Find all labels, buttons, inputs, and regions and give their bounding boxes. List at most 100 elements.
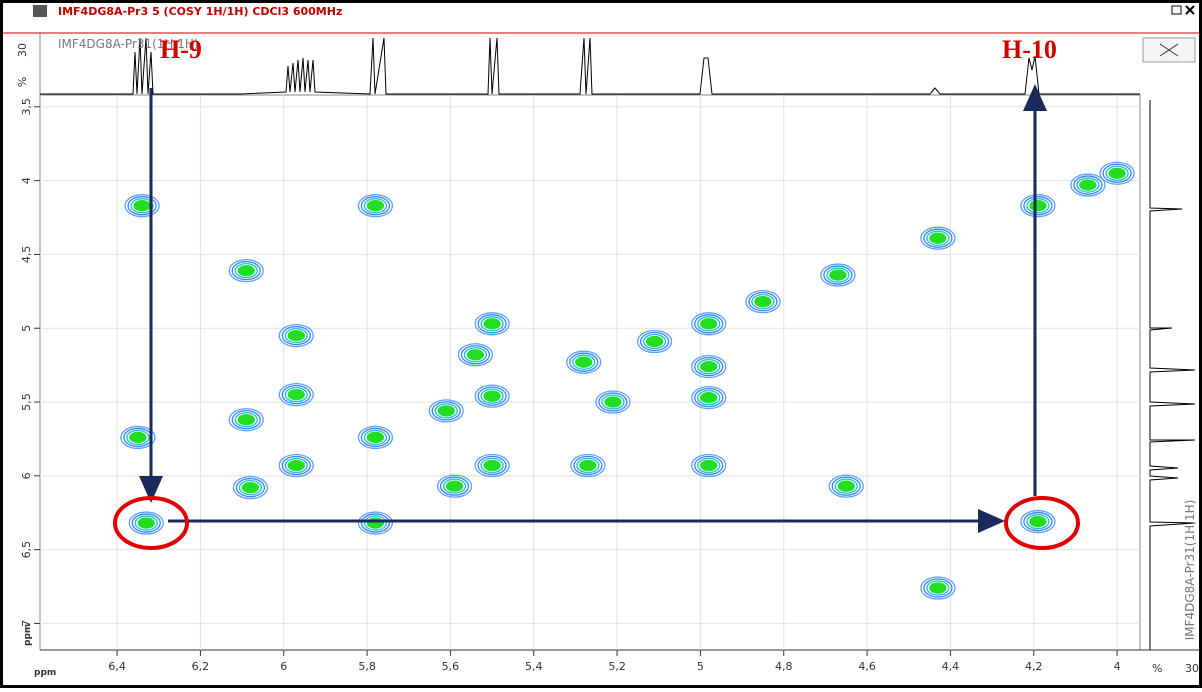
contour [826, 267, 850, 283]
right-1d-spectrum [1149, 100, 1196, 650]
y-tick-label: 6 [20, 472, 33, 479]
contour [234, 412, 258, 428]
contour [700, 459, 718, 472]
cross-peak [357, 194, 394, 218]
contour [697, 389, 721, 406]
cross-peak [278, 323, 314, 348]
y-tick-label: 4 [20, 177, 33, 184]
cross-peak [228, 259, 264, 283]
contour [360, 196, 391, 216]
contour [929, 232, 947, 244]
plot-area: 6,4 6,2 6 5,8 5,6 5,4 5,2 5 4,8 4,6 4,4 4,2 4 3,5 4 4,5… [20, 95, 1140, 673]
contour [284, 457, 308, 474]
contour [1073, 175, 1103, 195]
contour [691, 385, 727, 410]
y-axis-label: ppm [23, 624, 33, 646]
contour [694, 387, 724, 408]
x-tick-label: 6 [280, 660, 287, 673]
contour [287, 388, 305, 401]
cross-peak [474, 384, 510, 408]
contour [231, 410, 261, 430]
contour [232, 475, 269, 500]
contour [1020, 509, 1056, 534]
contour [694, 314, 724, 334]
x-tick-label: 4,4 [942, 660, 960, 673]
y-tick-label: 4,5 [20, 246, 33, 264]
contour [1023, 196, 1053, 216]
contour [1026, 198, 1050, 214]
right-trace-label: IMF4DG8A-Pr31(1H,1H) [1183, 500, 1197, 641]
contour [1102, 163, 1132, 183]
contour [700, 318, 718, 330]
contour [357, 511, 394, 535]
contour [477, 386, 507, 406]
contour [474, 312, 510, 336]
contour [460, 345, 491, 365]
contour [694, 356, 724, 377]
contour [231, 261, 261, 281]
x-tick-label: 5,8 [358, 660, 376, 673]
contour [837, 480, 855, 492]
contour [128, 511, 164, 535]
contour [569, 352, 599, 372]
right-scale-label: 30 [1185, 662, 1199, 675]
contour [636, 329, 673, 354]
cross-peak [691, 354, 727, 379]
y-tick-label: 3,5 [20, 98, 33, 116]
contour [823, 265, 853, 285]
contour [829, 269, 847, 281]
contour [474, 384, 510, 408]
cross-peak [1099, 161, 1135, 185]
contour [1108, 167, 1126, 179]
title-bar [3, 3, 1199, 18]
y-tick-label: 5,5 [20, 393, 33, 411]
x-axis-label: ppm [34, 668, 56, 678]
cross-peak [357, 425, 394, 450]
x-tick-label: 5,6 [442, 660, 460, 673]
contour [604, 396, 622, 408]
contour [281, 325, 311, 346]
contour [691, 312, 727, 336]
annotation-arrows [113, 84, 1080, 550]
contour [457, 343, 494, 367]
contour [120, 425, 156, 450]
x-tick-label: 6,2 [192, 660, 210, 673]
contour [477, 314, 507, 334]
contour [278, 382, 314, 407]
close-button[interactable] [1185, 5, 1195, 15]
contour [751, 293, 775, 310]
cross-peak [636, 329, 673, 354]
cross-peak [120, 425, 156, 450]
cross-peak [920, 576, 956, 600]
contour [434, 403, 458, 419]
contour [241, 481, 260, 494]
contour [134, 515, 158, 531]
cross-peak [1070, 173, 1106, 197]
contour [1029, 515, 1047, 528]
x-tick-label: 4,8 [775, 660, 793, 673]
cross-peak [820, 263, 856, 287]
contour [748, 291, 778, 312]
contour [828, 474, 864, 498]
contour [923, 578, 953, 598]
contour [697, 358, 721, 375]
contour [131, 513, 161, 533]
contour [754, 295, 772, 308]
contour [1105, 165, 1129, 181]
window-icon [33, 5, 47, 17]
y-tick-label: 5 [20, 325, 33, 332]
contour [278, 323, 314, 348]
contour [431, 401, 461, 421]
cross-peak [124, 194, 160, 218]
x-tick-label: 4,6 [858, 660, 876, 673]
cut-button[interactable] [1142, 37, 1196, 63]
window-title: IMF4DG8A-Pr3 5 (COSY 1H/1H) CDCl3 600MHz [58, 5, 342, 18]
contour [228, 259, 264, 283]
contour [1020, 194, 1056, 218]
contour [483, 318, 501, 330]
contour [237, 265, 255, 277]
contour [357, 194, 394, 218]
contour [360, 513, 391, 533]
restore-button[interactable] [1171, 5, 1182, 15]
